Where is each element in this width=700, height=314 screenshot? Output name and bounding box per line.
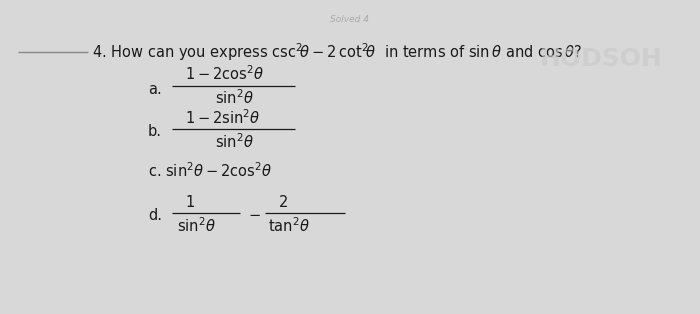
Text: $1 - 2\cos^2\!\theta$: $1 - 2\cos^2\!\theta$ — [185, 65, 264, 83]
Text: $\sin^2\!\theta$: $\sin^2\!\theta$ — [215, 89, 253, 107]
Text: Solved 4: Solved 4 — [330, 14, 370, 24]
Text: $\sin^2\!\theta$: $\sin^2\!\theta$ — [215, 133, 253, 151]
Text: $1 - 2\sin^2\!\theta$: $1 - 2\sin^2\!\theta$ — [185, 109, 260, 127]
Text: a.: a. — [148, 82, 162, 96]
Text: $-$: $-$ — [248, 205, 260, 220]
Text: $\tan^2\!\theta$: $\tan^2\!\theta$ — [268, 217, 310, 236]
Text: $2$: $2$ — [278, 194, 288, 210]
Text: c. $\sin^2\!\theta - 2\cos^2\!\theta$: c. $\sin^2\!\theta - 2\cos^2\!\theta$ — [148, 162, 272, 180]
Text: 4. How can you express $\mathrm{csc}^2\!\theta - 2\,\mathrm{cot}^2\!\theta$  in : 4. How can you express $\mathrm{csc}^2\!… — [92, 41, 582, 63]
Text: $\sin^2\!\theta$: $\sin^2\!\theta$ — [177, 217, 216, 236]
Text: HODSOH: HODSOH — [540, 47, 663, 71]
Text: $1$: $1$ — [185, 194, 195, 210]
Text: d.: d. — [148, 208, 162, 224]
Text: b.: b. — [148, 124, 162, 139]
